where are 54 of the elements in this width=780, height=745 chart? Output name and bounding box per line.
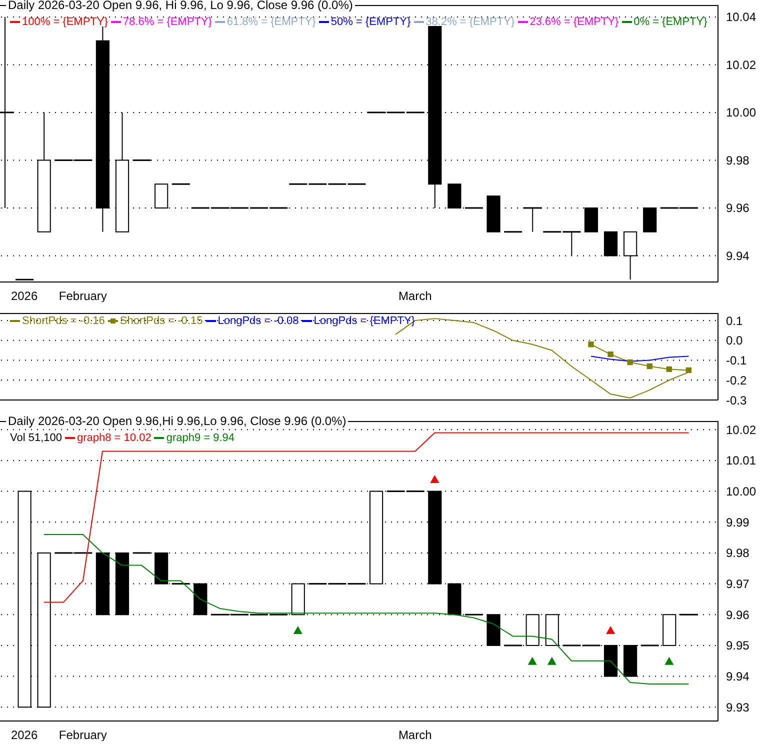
point	[430, 474, 440, 483]
legend-label: 38.2% = {EMPTY}	[426, 16, 515, 28]
y-tick-label: 10.00	[726, 484, 756, 499]
y-tick-label: 9.95	[726, 638, 750, 653]
annotation: Vol 51,100	[10, 432, 62, 444]
legend-label: LongPds = {EMPTY}	[314, 315, 415, 327]
y-tick-label: 0.0	[726, 334, 744, 348]
point	[606, 626, 616, 634]
y-tick-label: 10.04	[726, 10, 756, 24]
point	[627, 359, 633, 366]
x-tick-label: March	[398, 289, 432, 303]
y-tick-label: -0.1	[726, 354, 748, 368]
y-tick-label: 9.98	[726, 153, 750, 168]
legend-label: 61.8% = {EMPTY}	[226, 16, 316, 28]
y-tick-label: 9.97	[726, 577, 750, 592]
y-tick-label: 9.96	[726, 201, 750, 216]
point	[686, 367, 692, 374]
legend-label: 23.6% = {EMPTY}	[530, 16, 619, 28]
y-tick-label: 9.94	[726, 670, 750, 684]
legend-label: 0% = {EMPTY}	[634, 16, 708, 28]
line-series	[43, 534, 690, 684]
y-tick-label: 9.98	[726, 546, 750, 560]
point	[608, 351, 614, 358]
y-tick-label: 9.96	[726, 608, 750, 622]
y-tick-label: 9.99	[726, 515, 750, 530]
legend-label: graph8 = 10.02	[77, 432, 152, 444]
y-tick-label: 9.93	[726, 700, 750, 714]
legend-label: ShortPds = -0.16	[22, 315, 105, 327]
point	[588, 342, 594, 348]
point	[528, 656, 537, 665]
y-tick-label: 10.02	[726, 422, 756, 437]
point	[646, 363, 652, 370]
legend-label: 78.6% = {EMPTY}	[122, 16, 212, 28]
point	[664, 656, 674, 665]
x-tick-label: March	[398, 728, 432, 742]
legend-label: LongPds = -0.08	[218, 315, 299, 327]
legend-label: 100% = {EMPTY}	[22, 16, 108, 28]
y-tick-label: -0.2	[726, 373, 748, 388]
y-tick-label: 9.94	[726, 248, 750, 263]
point	[293, 626, 302, 634]
legend-label: ShortPds = -0.15	[120, 315, 203, 327]
point	[666, 366, 672, 372]
x-tick-label: 2026	[10, 728, 38, 742]
y-tick-label: 10.02	[726, 58, 756, 72]
chart-title: Daily 2026-03-20 Open 9.96, Hi 9.96, Lo 9.96, Close 9.96 (0.0%)	[8, 0, 353, 12]
y-tick-label: -0.3	[726, 393, 748, 408]
x-tick-label: 2026	[10, 289, 38, 303]
legend-label: graph9 = 9.94	[166, 432, 235, 444]
y-tick-label: 10.00	[726, 106, 756, 120]
y-tick-label: 0.1	[726, 314, 744, 328]
chart-title: Daily 2026-03-20 Open 9.96,Hi 9.96,Lo 9.96, Close 9.96 (0.0%)	[8, 414, 346, 428]
y-tick-label: 10.01	[726, 454, 756, 468]
legend-label: 50% = {EMPTY}	[330, 16, 411, 28]
point	[547, 656, 556, 665]
